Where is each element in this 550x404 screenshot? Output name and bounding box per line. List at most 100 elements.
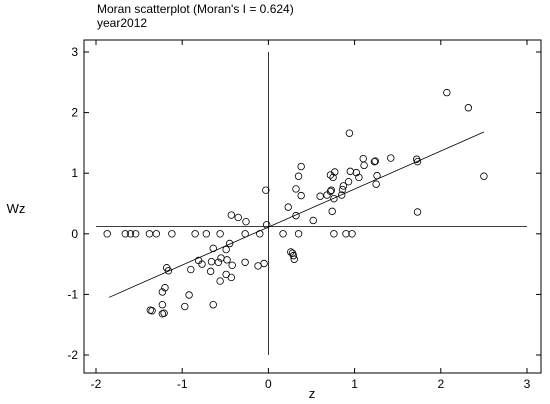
scatter-point [284,203,292,211]
scatter-point [185,291,193,299]
scatter-point [294,172,303,180]
scatter-point [168,230,176,238]
scatter-point [464,104,473,112]
scatter-point [227,273,236,282]
chart-title: Moran scatterplot (Moran's I = 0.624) [97,2,294,16]
scatter-point [326,187,335,196]
scatter-point [207,257,216,266]
x-axis-label: z [309,386,316,401]
scatter-point [202,230,211,238]
scatter-point [181,302,189,311]
scatter-point [309,216,317,225]
scatter-point [346,167,354,176]
scatter-point [297,162,305,171]
scatter-point [262,186,270,194]
scatter-point [161,284,169,292]
scatter-point [329,173,337,182]
scatter-point [198,260,206,268]
scatter-point [216,277,224,285]
y-tick-label: -2 [67,348,78,362]
scatter-point [345,129,354,137]
x-tick-label: 3 [524,377,531,391]
scatter-point [338,185,347,194]
scatter-point [256,230,264,238]
scatter-point [209,301,217,309]
y-tick-label: 0 [71,227,78,241]
scatter-point [228,261,236,270]
scatter-point [290,255,298,263]
scatter-point [344,177,353,186]
scatter-point [160,309,168,317]
scatter-point [342,230,350,238]
scatter-point [206,267,215,276]
x-tick-label: 1 [351,377,358,391]
scatter-point [348,230,356,238]
y-axis: -2 -1 0 1 2 3 [67,45,541,362]
scatter-point [287,248,295,256]
scatter-point [241,230,249,238]
scatter-point [413,208,422,216]
scatter-point [126,230,135,238]
scatter-point [292,185,300,193]
y-tick-label: 2 [71,106,78,120]
scatter-point [294,230,303,238]
scatter-point [372,180,380,188]
x-tick-label: -1 [177,377,188,391]
scatter-point [297,191,305,200]
scatter-point [279,230,287,238]
scatter-point [262,221,271,229]
scatter-point [327,186,336,194]
x-axis: -2 -1 0 1 2 3 [91,40,531,391]
scatter-point [223,256,231,264]
reference-lines [96,52,527,355]
plot-frame [83,39,542,374]
chart-subtitle: year2012 [97,16,147,30]
scatter-point [480,172,488,180]
scatter-point [339,182,348,190]
scatter-point [241,258,249,266]
scatter-point [209,244,217,253]
scatter-point [373,171,381,180]
scatter-point [158,301,167,309]
scatter-point [225,239,234,248]
x-tick-label: 2 [437,377,444,391]
scatter-point [355,173,363,182]
scatter-point [148,307,156,315]
scatter-point [242,217,250,226]
y-tick-label: 3 [71,45,78,59]
scatter-point [131,230,140,238]
scatter-point [216,230,224,238]
scatter-point [326,171,335,179]
scatter-point [330,194,338,203]
scatter-point [222,245,230,254]
scatter-point [289,251,298,260]
scatter-point [227,211,236,219]
scatter-point [330,230,338,238]
scatter-point [121,230,130,238]
scatter-point [387,154,395,162]
scatter-point [371,157,379,165]
scatter-point [164,267,173,275]
y-axis-label: Wz [7,201,26,216]
scatter-point [413,157,422,166]
scatter-point [254,262,262,270]
scatter-point [328,207,336,216]
scatter-point [337,191,346,199]
scatter-point [158,288,167,296]
scatter-point [103,230,111,238]
scatter-points [103,88,488,318]
y-tick-label: -1 [67,287,78,301]
scatter-point [352,168,361,177]
x-tick-label: 0 [265,377,272,391]
y-tick-label: 1 [71,166,78,180]
scatter-point [145,230,154,238]
scatter-point [316,192,324,200]
scatter-point [292,211,300,220]
scatter-point [187,265,195,274]
scatter-point [360,161,368,170]
scatter-point [370,157,379,166]
scatter-point [443,88,451,97]
scatter-point [234,213,242,222]
x-tick-label: -2 [91,377,102,391]
